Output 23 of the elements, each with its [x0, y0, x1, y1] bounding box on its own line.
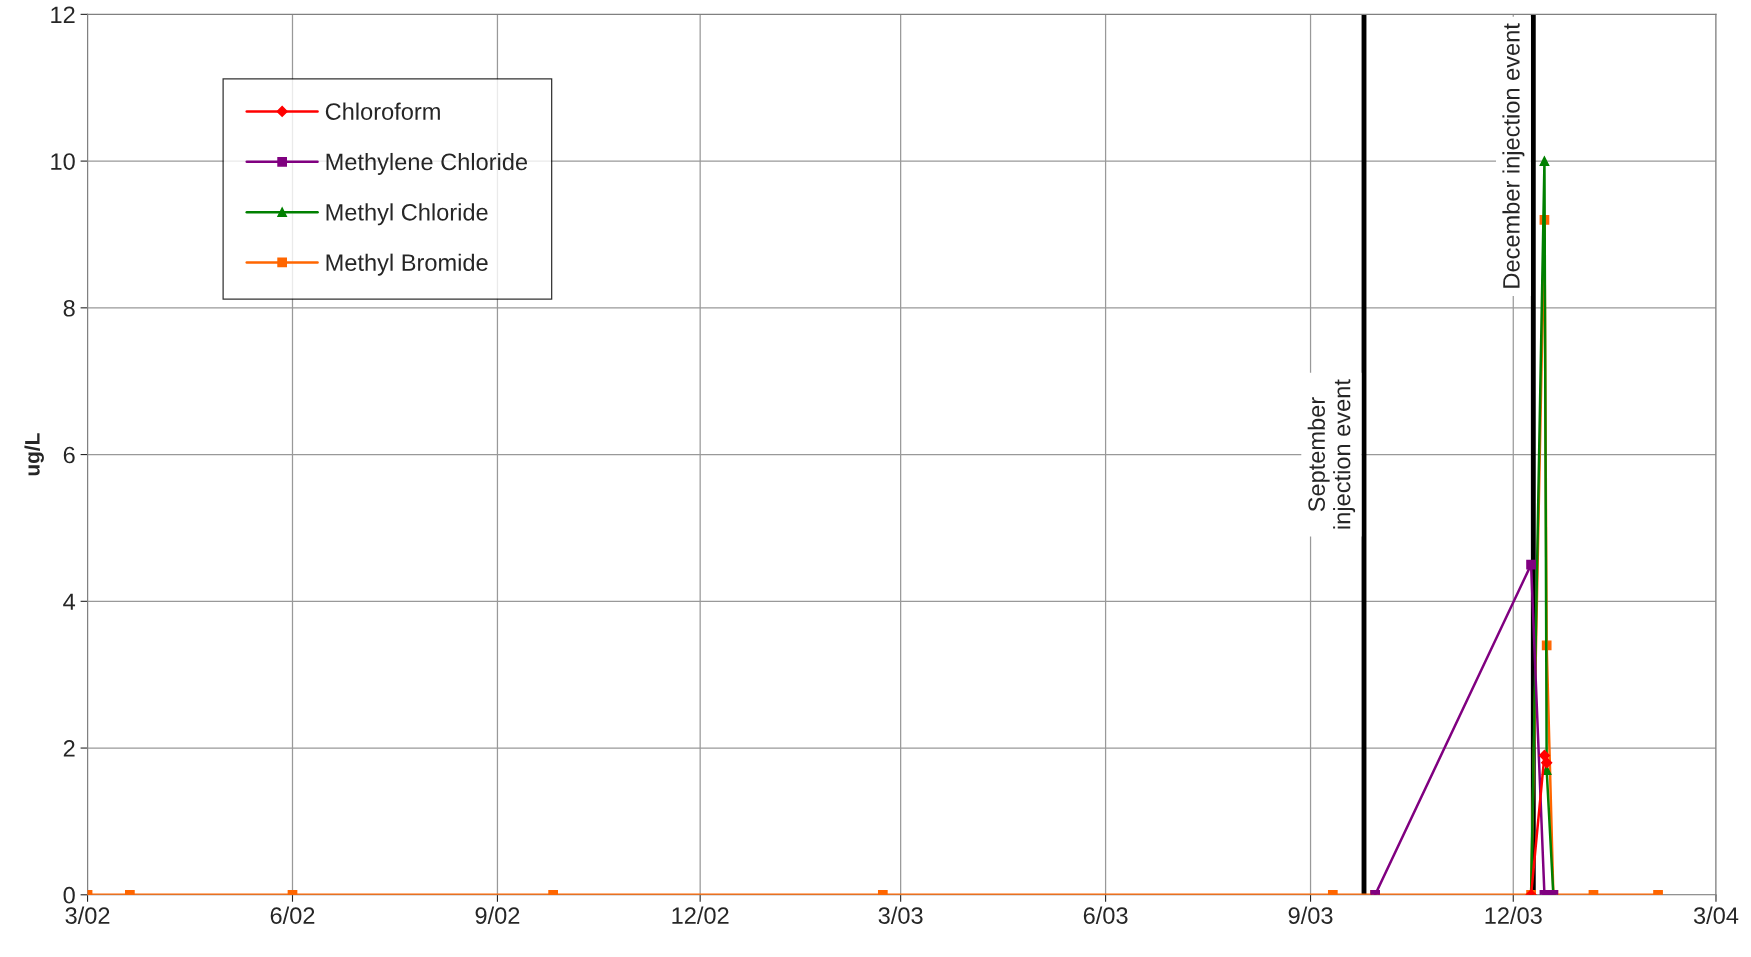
- y-tick-label: 2: [63, 740, 75, 757]
- x-tick-label: 6/03: [1083, 906, 1128, 924]
- legend-label: Methylene Chloride: [326, 152, 528, 175]
- x-tick-label: 3/04: [1693, 906, 1739, 924]
- x-tick-label: 3/03: [878, 906, 923, 924]
- x-tick-label: 9/02: [475, 906, 520, 924]
- y-tick-label: 12: [51, 6, 75, 23]
- y-tick-label: 10: [51, 153, 75, 170]
- x-tick-label: 3/02: [65, 906, 110, 924]
- legend-label: Chloroform: [325, 102, 440, 120]
- y-tick-label: 8: [63, 299, 75, 317]
- x-tick-label: 9/03: [1288, 906, 1333, 924]
- ref-line-label: December injection event: [1502, 23, 1525, 288]
- legend-label: Methyl Chloride: [326, 203, 488, 226]
- y-tick-label: 0: [63, 886, 75, 904]
- x-tick-label: 12/02: [672, 906, 729, 924]
- legend-label: Methyl Bromide: [326, 253, 488, 276]
- y-axis-title: ug/L: [24, 433, 44, 476]
- x-tick-label: 6/02: [270, 906, 315, 924]
- y-tick-label: 4: [63, 593, 76, 610]
- x-tick-label: 12/03: [1485, 906, 1542, 924]
- ref-line-label: September injection event: [1307, 379, 1356, 529]
- y-tick-label: 6: [63, 446, 75, 464]
